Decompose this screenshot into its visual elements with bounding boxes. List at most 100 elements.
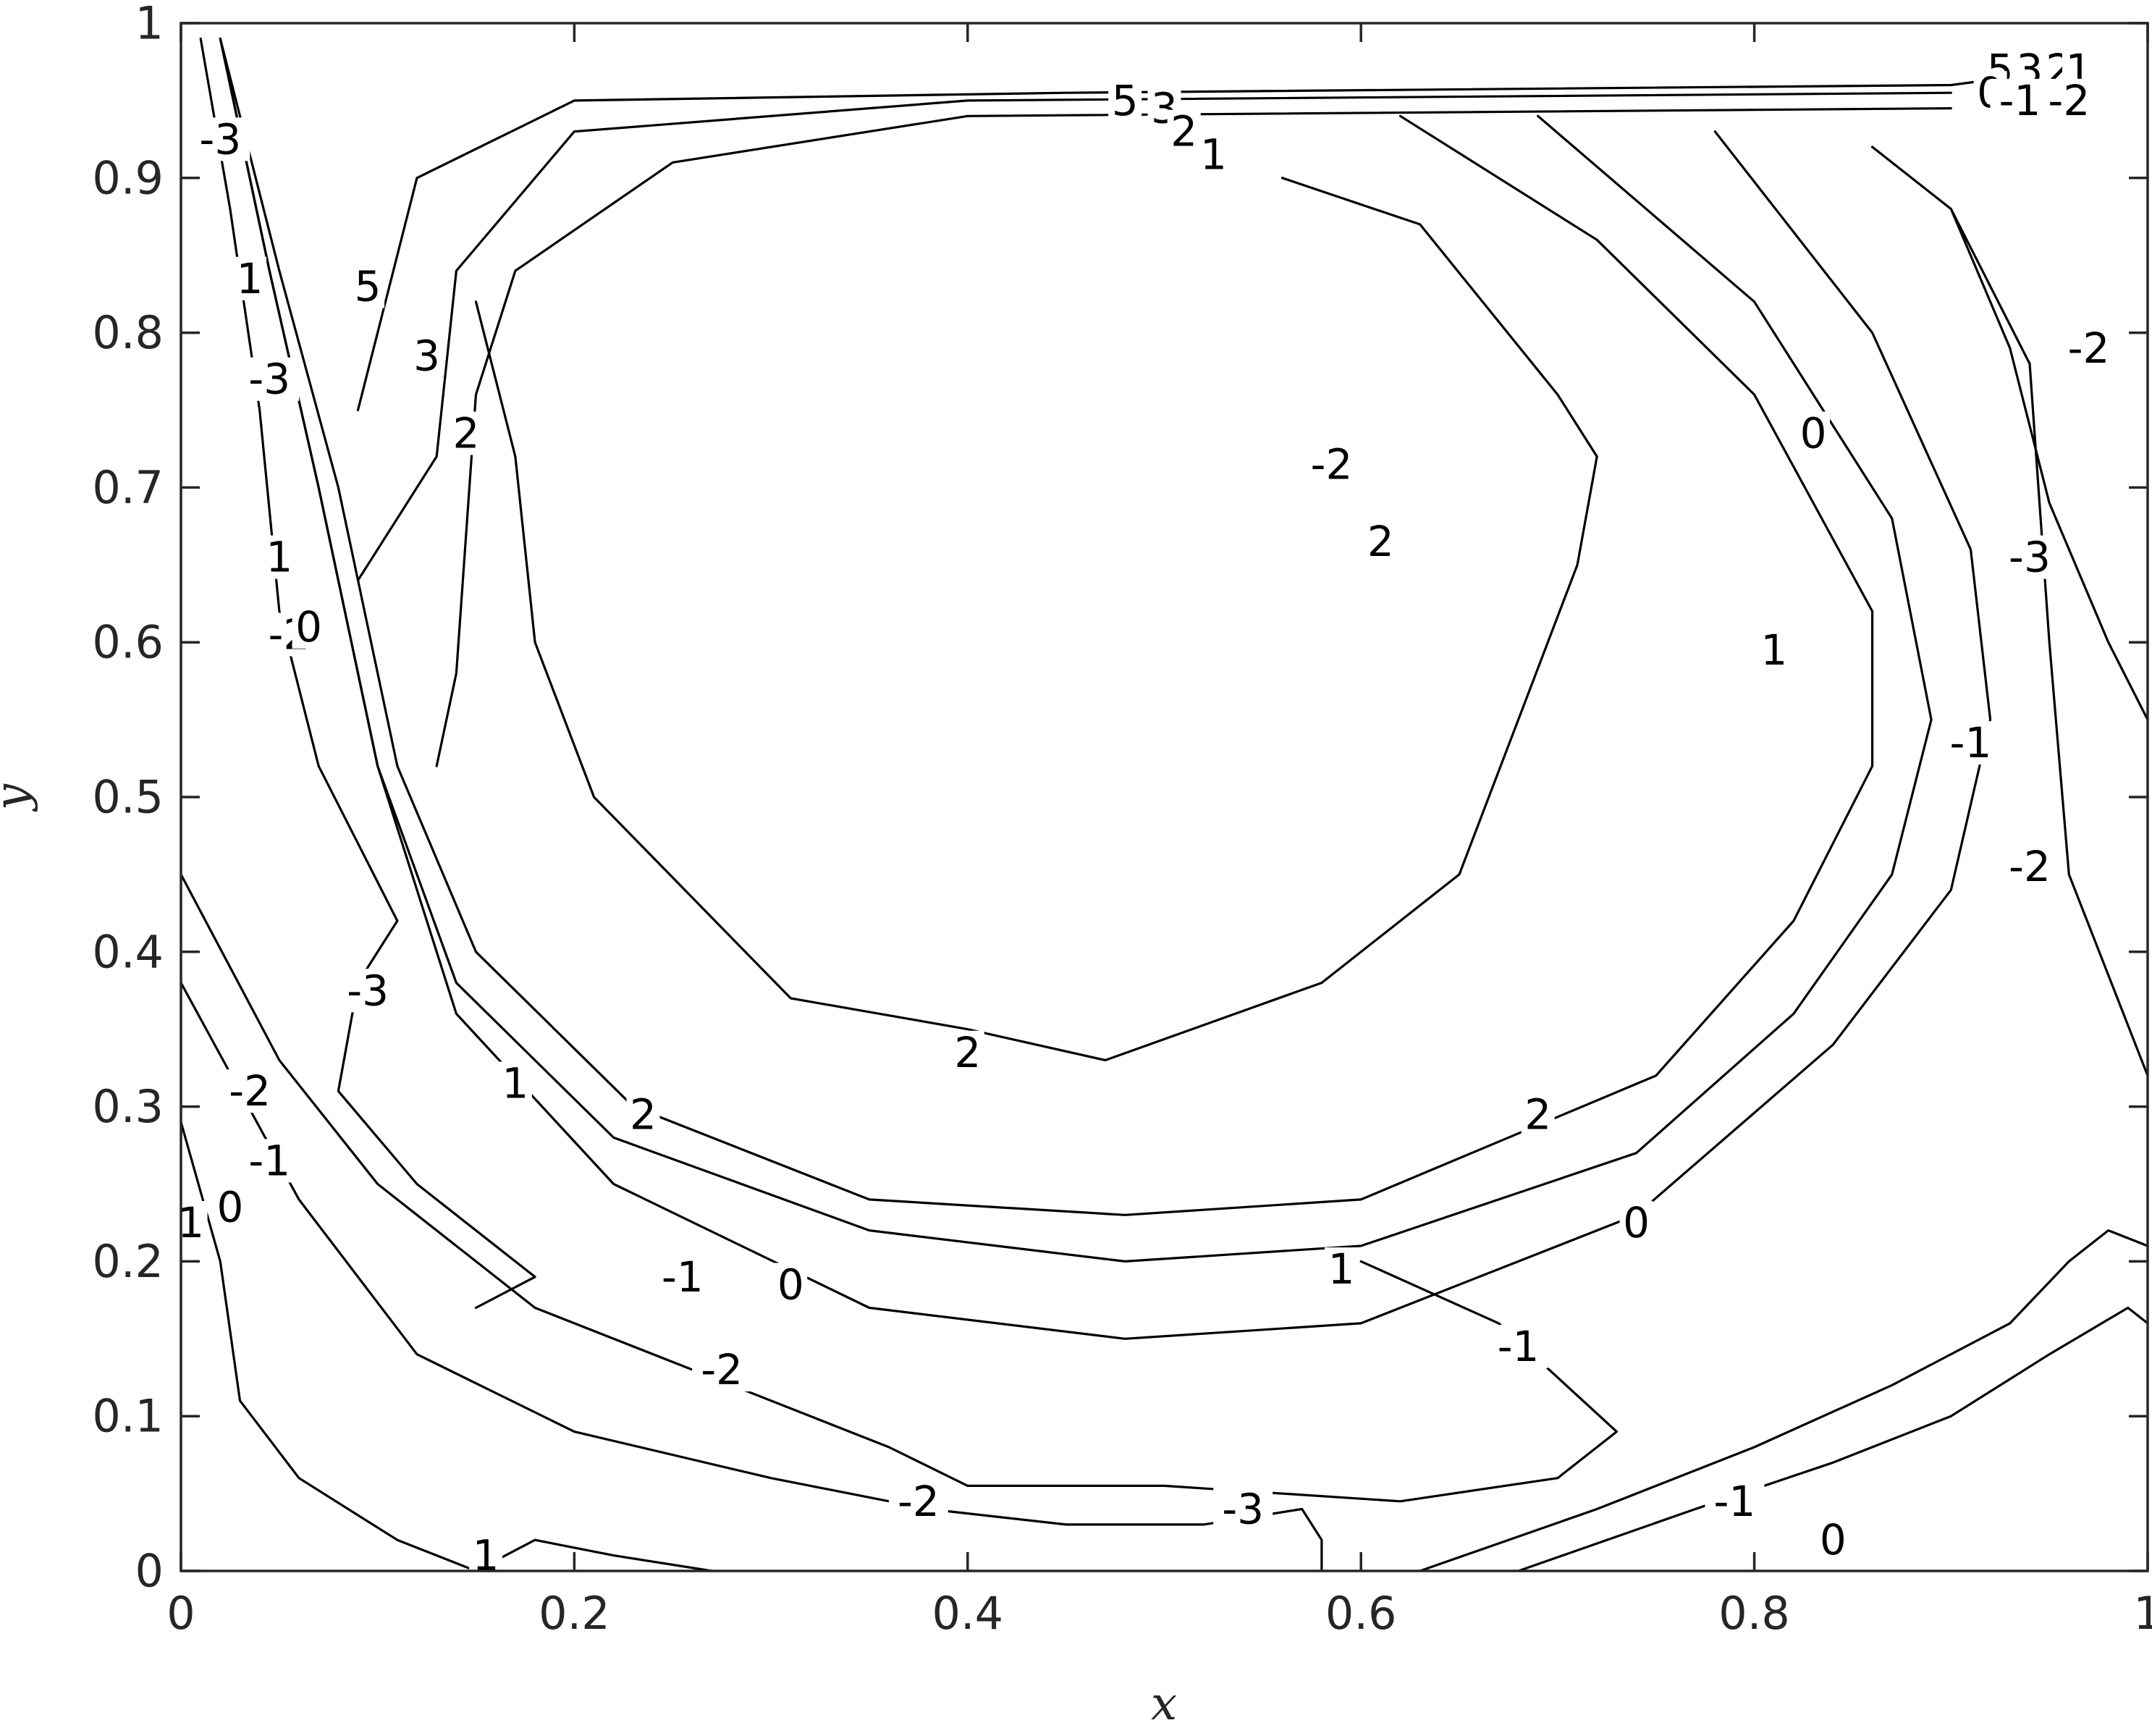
contour-label: -2 [2068, 324, 2110, 373]
y-ticks: 0 0.1 0.2 0.3 0.4 0.5 0.6 0.7 0.8 0.9 1 [92, 0, 2148, 1598]
contour-label-bg [449, 411, 483, 455]
contour-label-bg [240, 1139, 300, 1183]
contour-label: 0 [1623, 1198, 1650, 1247]
contour-line-level-neg2 [1949, 208, 2149, 1077]
axes-frame [180, 22, 2149, 1572]
contour-label-bg [1325, 1247, 1359, 1292]
contour-label: -1 [1714, 1477, 1756, 1526]
contour-label: 2 [630, 1090, 657, 1139]
contour-label: 2 [954, 1028, 981, 1077]
contour-label: 0 [1820, 1515, 1847, 1564]
contour-label-bg [2059, 326, 2119, 370]
contour-label: -1 [1950, 718, 1992, 767]
contour-label: -2 [1311, 439, 1353, 489]
contour-label-bg [1521, 1092, 1555, 1137]
contour-label: 5 [355, 261, 381, 311]
contour-line-level-neg3 [180, 981, 1323, 1572]
contour-label-bg [1999, 845, 2059, 889]
y-tick-label: 0 [135, 1545, 164, 1598]
contour-label-bg [2039, 78, 2099, 122]
contour-label: -2 [2048, 76, 2090, 125]
x-tick-label: 1 [2133, 1587, 2152, 1640]
contour-lines [180, 37, 2149, 1572]
x-tick-label: 0.6 [1325, 1587, 1397, 1640]
contour-label: 1 [237, 254, 263, 303]
contour-label-bg [1488, 1324, 1548, 1368]
contour-label-bg [1301, 442, 1362, 486]
x-axis-label: x [1151, 1677, 1177, 1731]
contour-label-bg [1757, 628, 1791, 672]
contour-label: 1 [1200, 130, 1227, 180]
contour-label: -3 [248, 355, 290, 404]
y-tick-label: 1 [135, 0, 164, 50]
contour-labels: 5 32 1532-31-31-20-2201-1-2-3-2-3122210-10… [174, 45, 2119, 1580]
contour-label-bg [1197, 132, 1231, 177]
contour-line-level-neg2 [180, 873, 1618, 1503]
contour-label-bg [220, 1069, 280, 1113]
contour-line-level-5 [356, 68, 2070, 412]
contour-label-bg [1108, 78, 1142, 122]
contour-label-bg [498, 1061, 532, 1105]
contour-label: -2 [229, 1066, 271, 1116]
contour-label: -1 [662, 1252, 704, 1302]
contour-label: 0 [1800, 409, 1827, 458]
x-tick-label: 0 [166, 1587, 195, 1640]
contour-label-bg [774, 1263, 808, 1307]
contour-label-bg [240, 357, 300, 401]
contour-label: -1 [1498, 1322, 1540, 1371]
y-axis-label: y [0, 783, 39, 812]
contour-line-level-0 [219, 37, 1933, 1263]
contour-line-level-1 [199, 37, 536, 1310]
contour-label: 1 [1328, 1244, 1355, 1294]
contour-label-bg [1941, 721, 2001, 765]
contour-label: 5 [1112, 76, 1139, 125]
y-tick-label: 0.9 [92, 151, 164, 204]
contour-label: -3 [347, 966, 389, 1015]
contour-label-bg [351, 264, 385, 308]
contour-label-bg [1999, 535, 2059, 579]
y-tick-label: 0.4 [92, 925, 164, 978]
contour-label: 0 [216, 1183, 243, 1232]
x-tick-label: 0.2 [539, 1587, 610, 1640]
contour-label: 2 [1524, 1090, 1551, 1139]
contour-label: 1 [502, 1059, 528, 1108]
contour-line-level-neg2 [474, 177, 1598, 1062]
contour-label-bg [1816, 1518, 1850, 1562]
contour-label: 3 [413, 332, 440, 381]
contour-label: 2 [1367, 517, 1394, 566]
contour-line-level-2 [435, 107, 1952, 767]
contour-line-level-0 [1419, 1229, 2149, 1572]
contour-line-level-neg1 [1517, 1306, 2149, 1572]
contour-line-level-1 [474, 1538, 714, 1572]
contour-line-level-0 [180, 1121, 478, 1572]
contour-label: 0 [295, 602, 322, 652]
y-tick-label: 0.7 [92, 461, 164, 514]
x-tick-label: 0.8 [1718, 1587, 1790, 1640]
x-tick-label: 0.4 [932, 1587, 1003, 1640]
y-tick-label: 0.6 [92, 616, 164, 669]
contour-label-bg [190, 117, 250, 161]
x-ticks: 0 0.2 0.4 0.6 0.8 1 [166, 23, 2152, 1640]
contour-label-bg [1619, 1200, 1653, 1244]
contour-label: -2 [898, 1477, 940, 1526]
contour-label: 1 [473, 1531, 499, 1580]
contour-label-bg [262, 535, 296, 579]
contour-label-bg [950, 1030, 984, 1074]
contour-label-bg [338, 969, 398, 1013]
contour-line-level-1 [219, 37, 1874, 1216]
contour-label: 2 [1170, 107, 1197, 156]
contour-line-level-neg1 [219, 37, 1992, 1340]
y-tick-label: 0.5 [92, 771, 164, 824]
contour-label-bg [1364, 520, 1398, 564]
contour-label-bg [410, 334, 444, 378]
contour-label-bg [888, 1479, 948, 1523]
contour-line-level-3 [356, 91, 1952, 582]
y-tick-label: 0.1 [92, 1390, 164, 1443]
contour-label-bg [1167, 109, 1201, 153]
contour-label: -1 [1999, 76, 2041, 125]
contour-label-bg [1705, 1479, 1765, 1523]
contour-label-bg [292, 604, 326, 649]
contour-label-bg [1797, 411, 1831, 455]
